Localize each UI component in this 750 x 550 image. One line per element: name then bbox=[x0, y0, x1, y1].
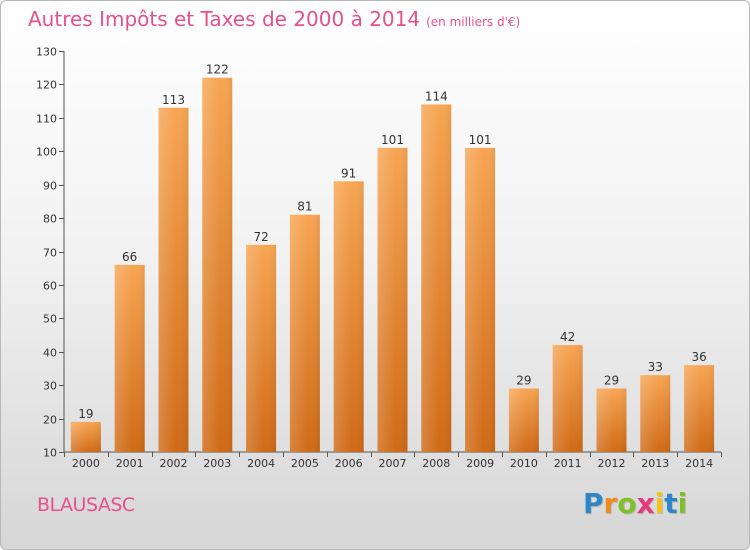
x-tick-label: 2001 bbox=[116, 457, 144, 470]
y-tick-label: 30 bbox=[43, 380, 57, 393]
bar-value-label: 113 bbox=[162, 93, 185, 107]
x-tick-label: 2011 bbox=[554, 457, 582, 470]
bar-shine bbox=[596, 388, 627, 452]
y-tick-label: 100 bbox=[36, 146, 57, 159]
bar-value-label: 114 bbox=[425, 89, 448, 103]
chart-unit: (en milliers d'€) bbox=[426, 15, 521, 29]
bar-shine bbox=[640, 375, 671, 452]
bar-value-label: 42 bbox=[560, 330, 575, 344]
bar-value-label: 122 bbox=[206, 63, 229, 77]
bar-value-label: 29 bbox=[604, 374, 619, 388]
x-tick-label: 2010 bbox=[510, 457, 538, 470]
logo-letter: r bbox=[603, 487, 618, 520]
bar-shine bbox=[114, 264, 145, 452]
x-tick-label: 2014 bbox=[685, 457, 713, 470]
x-tick-label: 2002 bbox=[160, 457, 188, 470]
logo-letter: x bbox=[636, 487, 655, 520]
bar-shine bbox=[70, 421, 101, 452]
bar-shine bbox=[246, 244, 277, 452]
logo-letter: t bbox=[664, 487, 678, 520]
bar-value-label: 91 bbox=[341, 166, 356, 180]
town-name: BLAUSASC bbox=[37, 494, 135, 516]
y-tick-label: 80 bbox=[43, 213, 57, 226]
bar-shine bbox=[333, 181, 364, 452]
y-tick-label: 40 bbox=[43, 347, 57, 360]
bar-shine bbox=[202, 77, 233, 452]
y-tick-label: 110 bbox=[36, 113, 57, 126]
x-tick-label: 2005 bbox=[291, 457, 319, 470]
x-tick-label: 2013 bbox=[641, 457, 669, 470]
logo-letter: P bbox=[583, 487, 604, 520]
bar-shine bbox=[289, 214, 320, 452]
bar-shine bbox=[552, 345, 583, 452]
bar-shine bbox=[421, 104, 452, 452]
y-tick-label: 90 bbox=[43, 180, 57, 193]
chart-title: Autres Impôts et Taxes de 2000 à 2014 (en… bbox=[28, 7, 520, 31]
y-tick-label: 10 bbox=[43, 447, 57, 460]
bar-value-label: 29 bbox=[516, 374, 531, 388]
bar-shine bbox=[684, 365, 715, 452]
bar-shine bbox=[465, 147, 496, 453]
bar-shine bbox=[158, 107, 189, 452]
bar-value-label: 101 bbox=[381, 133, 404, 147]
bar-value-label: 66 bbox=[122, 250, 137, 264]
proxiti-logo: Proxiti bbox=[583, 487, 687, 520]
y-tick-label: 20 bbox=[43, 414, 57, 427]
x-tick-label: 2009 bbox=[466, 457, 494, 470]
y-tick-label: 130 bbox=[36, 46, 57, 59]
logo-letter: i bbox=[654, 487, 665, 520]
x-tick-label: 2003 bbox=[203, 457, 231, 470]
logo-letter: i bbox=[677, 487, 688, 520]
x-tick-label: 2008 bbox=[422, 457, 450, 470]
x-tick-label: 2007 bbox=[379, 457, 407, 470]
x-tick-label: 2004 bbox=[247, 457, 275, 470]
bar-value-label: 19 bbox=[78, 407, 93, 421]
chart-title-text: Autres Impôts et Taxes de 2000 à 2014 bbox=[28, 7, 421, 31]
bar-value-label: 33 bbox=[648, 360, 663, 374]
y-tick-label: 70 bbox=[43, 247, 57, 260]
y-tick-label: 60 bbox=[43, 280, 57, 293]
bar-value-label: 101 bbox=[469, 133, 492, 147]
x-tick-label: 2012 bbox=[598, 457, 626, 470]
logo-letter: o bbox=[617, 487, 637, 520]
x-tick-label: 2000 bbox=[72, 457, 100, 470]
bar-shine bbox=[508, 388, 539, 452]
bar-value-label: 36 bbox=[691, 350, 706, 364]
bar-shine bbox=[377, 147, 408, 453]
y-tick-label: 50 bbox=[43, 313, 57, 326]
bar-value-label: 72 bbox=[253, 230, 268, 244]
x-tick-label: 2006 bbox=[335, 457, 363, 470]
bar-value-label: 81 bbox=[297, 200, 312, 214]
y-tick-label: 120 bbox=[36, 79, 57, 92]
